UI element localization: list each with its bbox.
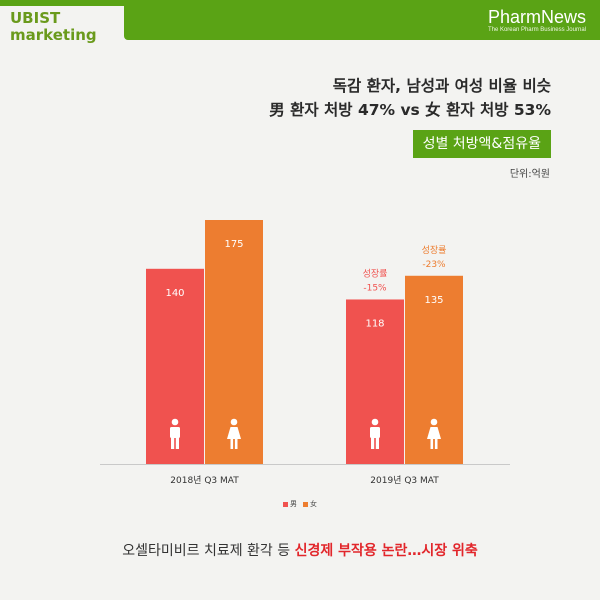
- female-figure-icon: [227, 418, 241, 449]
- data-label: 175: [224, 239, 243, 250]
- male-figure-icon: [370, 418, 380, 449]
- legend-label-male: 男: [290, 500, 297, 508]
- publisher-name: PharmNews: [487, 7, 586, 27]
- headline-line2: 男 환자 처방 47% vs 女 환자 처방 53%: [269, 101, 551, 119]
- headline: 독감 환자, 남성과 여성 비율 비슷 男 환자 처방 47% vs 女 환자 …: [269, 74, 551, 122]
- footer-caption: 오셀타미비르 치료제 환각 등 신경제 부작용 논란…시장 위축: [0, 540, 600, 560]
- footer-text: 오셀타미비르 치료제 환각 등: [122, 543, 295, 559]
- brand-line2: marketing: [10, 26, 97, 44]
- chart-title-badge: 성별 처방액&점유율: [412, 130, 551, 158]
- growth-value: -15%: [363, 283, 387, 293]
- data-label: 118: [365, 318, 384, 329]
- headline-line1: 독감 환자, 남성과 여성 비율 비슷: [332, 77, 551, 95]
- legend-swatch-male: [283, 501, 288, 507]
- legend: 男 女: [283, 499, 317, 509]
- brand-line1: UBIST: [10, 9, 61, 27]
- data-label: 135: [424, 295, 443, 306]
- growth-label: 성장률: [363, 268, 388, 279]
- footer-highlight: 신경제 부작용 논란…시장 위축: [294, 543, 478, 559]
- growth-label: 성장률: [422, 245, 447, 256]
- legend-item-female: 女: [303, 499, 317, 509]
- growth-value: -23%: [422, 260, 446, 270]
- x-tick-label: 2018년 Q3 MAT: [170, 475, 239, 486]
- legend-item-male: 男: [283, 499, 297, 509]
- male-figure-icon: [170, 418, 180, 449]
- header-bar: PharmNews The Korean Pharm Business Jour…: [0, 0, 600, 40]
- unit-label: 단위:억원: [509, 169, 550, 180]
- publisher-tagline: The Korean Pharm Business Journal: [487, 27, 586, 33]
- brand-logo: UBIST marketing: [10, 10, 97, 44]
- legend-label-female: 女: [310, 500, 317, 508]
- x-tick-label: 2019년 Q3 MAT: [370, 475, 439, 486]
- legend-swatch-female: [303, 501, 308, 507]
- data-label: 140: [165, 288, 184, 299]
- female-figure-icon: [427, 418, 441, 449]
